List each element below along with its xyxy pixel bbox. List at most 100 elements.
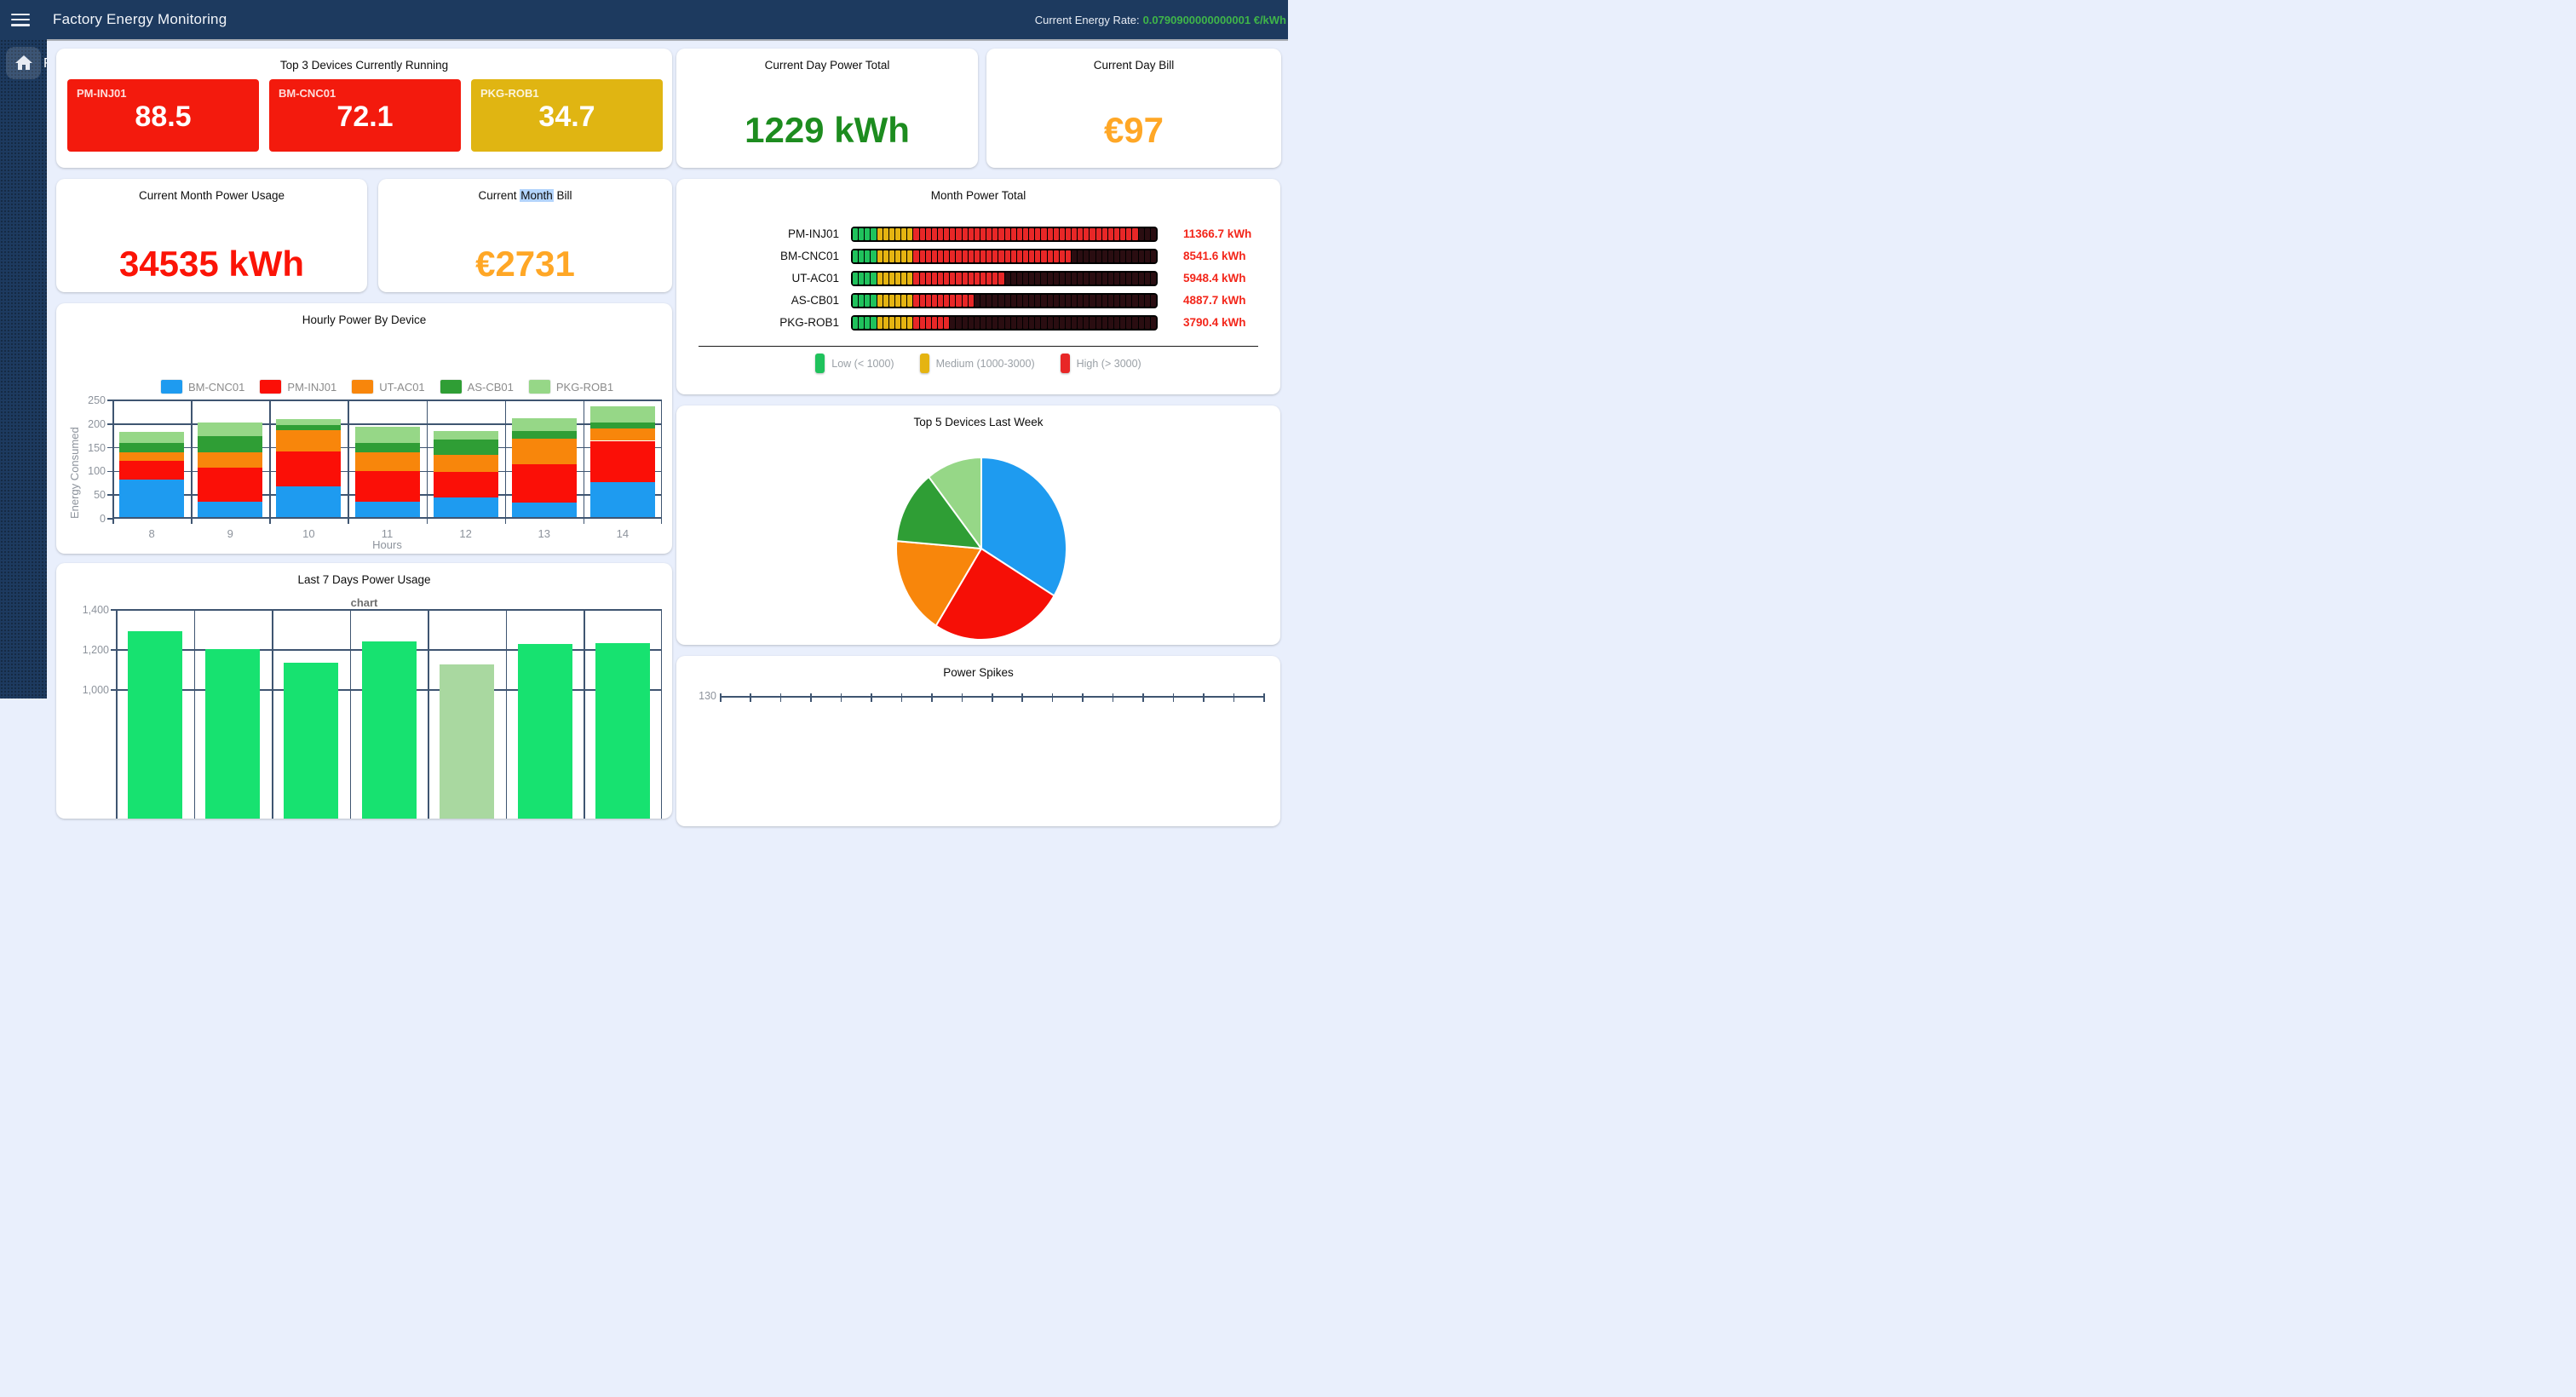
legend-item[interactable]: PM-INJ01 [260,380,336,394]
device-tile: PKG-ROB1 34.7 [471,79,663,152]
gridline-h [112,400,662,401]
x-tick [1142,693,1144,702]
legend-item[interactable]: High (> 3000) [1060,354,1141,373]
x-tick [1082,693,1084,702]
legend-item[interactable]: UT-AC01 [352,380,425,394]
legend-swatch [160,380,182,394]
x-tick [112,519,114,524]
stacked-bar-segment [119,451,185,462]
bar [517,644,572,819]
x-tick [871,693,872,702]
stacked-bar-segment [589,482,655,517]
main-content: Top 3 Devices Currently Running PM-INJ01… [47,39,1288,874]
y-tick-label: 1,400 [82,604,109,616]
bar [205,649,261,819]
day-power-total-value: 1229 kWh [745,110,910,150]
legend-label: Low (< 1000) [831,357,894,370]
gauge-bar [851,315,1158,331]
gauge-row: AS-CB01 4887.7 kWh [676,293,1280,308]
gridline-v [428,609,429,819]
sidebar-item-label-clipped: F [43,56,47,72]
stacked-bar-segment [276,486,342,517]
stacked-bar-segment [198,423,263,437]
gridline-v [660,609,662,819]
stacked-bar-segment [511,438,577,464]
stacked-bar-segment [354,442,420,453]
x-tick-label: 13 [538,527,550,540]
legend-swatch [528,380,550,394]
legend-item[interactable]: PKG-ROB1 [528,380,614,394]
card-title: Current Month Bill [478,189,572,202]
legend-label: PM-INJ01 [287,380,337,394]
legend-swatch [815,354,825,373]
y-tick [107,470,112,473]
stacked-bar-segment [511,503,577,517]
power-spikes-card: Power Spikes 130 [676,656,1280,826]
x-tick-label: 14 [616,527,630,540]
stacked-bar-segment [511,463,577,503]
stacked-bar-segment [354,501,420,517]
month-bill-value: €2731 [475,244,575,284]
app-bar: Factory Energy Monitoring Current Energy… [0,0,1288,39]
y-tick-label: 50 [94,489,106,502]
gridline-v [269,400,271,519]
stacked-bar-segment [276,425,342,430]
x-tick [900,693,903,702]
last7-chart-plot [116,609,662,819]
app-title: Factory Energy Monitoring [53,11,227,27]
bar [440,664,495,819]
card-title: Current Day Power Total [764,59,890,72]
x-tick [1203,693,1205,702]
legend-swatch [440,380,462,394]
y-tick [107,446,112,449]
x-tick [1051,693,1054,702]
legend-item[interactable]: AS-CB01 [440,380,514,394]
bar [595,642,651,819]
home-button[interactable] [6,47,41,79]
x-tick [779,693,782,702]
device-tile-name: BM-CNC01 [279,87,336,100]
card-title: Current Month Power Usage [138,189,285,202]
legend-item[interactable]: BM-CNC01 [160,380,244,394]
x-tick [269,519,271,524]
stacked-bar-segment [511,417,577,431]
energy-rate-value: 0.0790900000000001 €/kWh [1142,13,1286,26]
stacked-bar-segment [433,431,498,440]
x-tick [1172,693,1175,702]
chart-subtitle: chart [350,596,378,609]
x-tick [660,519,662,524]
pie-slice-UT-AC01 [895,540,982,627]
card-title: Top 3 Devices Currently Running [279,59,449,72]
stacked-bar-segment [119,442,185,452]
gauge-row: UT-AC01 5948.4 kWh [676,271,1280,286]
x-tick [810,693,812,702]
legend-swatch [1060,354,1070,373]
device-tile: BM-CNC01 72.1 [269,79,461,152]
legend-label: PKG-ROB1 [555,380,614,394]
stacked-bar-segment [354,452,420,471]
stacked-bar-segment [276,419,342,426]
legend-item[interactable]: Medium (1000-3000) [919,354,1035,373]
gauge-row: PKG-ROB1 3790.4 kWh [676,315,1280,331]
x-tick [992,693,993,702]
legend-swatch [352,380,374,394]
gridline-h [112,517,662,519]
spikes-ytick: 130 [699,690,716,702]
y-tick [111,649,116,651]
day-power-total-card: Current Day Power Total 1229 kWh [676,49,978,168]
x-tick [1112,693,1114,702]
top3-devices-card: Top 3 Devices Currently Running PM-INJ01… [56,49,672,168]
stacked-bar-segment [511,430,577,439]
stacked-bar-segment [119,479,185,517]
x-tick [191,519,193,524]
gridline-v [193,609,196,819]
y-tick-label: 1,200 [82,644,109,656]
energy-rate-label: Current Energy Rate: [1034,13,1140,26]
x-tick [961,693,963,702]
gauge-value: 5948.4 kWh [1183,272,1246,285]
y-tick-label: 150 [88,441,106,454]
stacked-bar-segment [198,436,263,452]
menu-icon[interactable] [11,13,30,26]
legend-item[interactable]: Low (< 1000) [815,354,894,373]
legend-label: AS-CB01 [467,380,514,394]
